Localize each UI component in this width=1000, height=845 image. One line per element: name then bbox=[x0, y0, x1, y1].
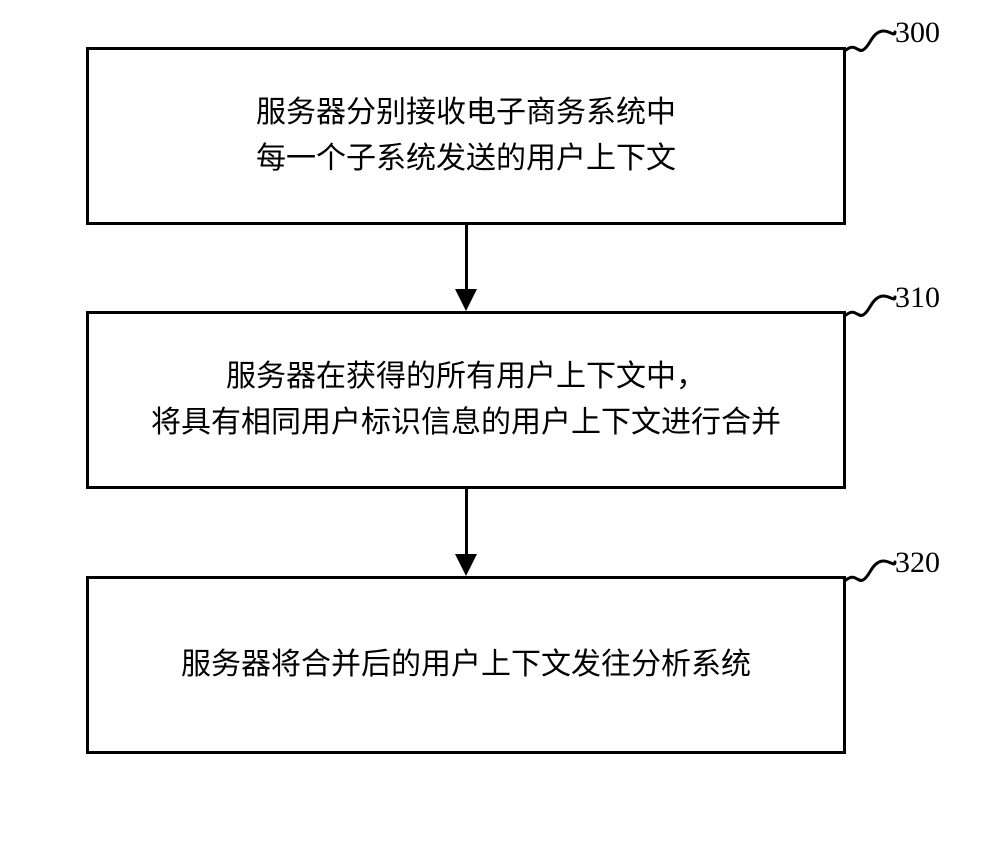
flow-arrow-head-icon bbox=[455, 554, 477, 576]
callout-squiggle bbox=[846, 554, 899, 588]
flow-step-text-line: 服务器分别接收电子商务系统中 bbox=[256, 90, 676, 137]
flow-step-text-line: 服务器将合并后的用户上下文发往分析系统 bbox=[181, 642, 751, 689]
flow-step-text-line: 每一个子系统发送的用户上下文 bbox=[256, 136, 676, 183]
step-number-label: 310 bbox=[895, 281, 940, 315]
flow-arrow bbox=[465, 225, 468, 291]
flow-step-step-310: 服务器在获得的所有用户上下文中，将具有相同用户标识信息的用户上下文进行合并 bbox=[86, 311, 846, 489]
flow-step-step-320: 服务器将合并后的用户上下文发往分析系统 bbox=[86, 576, 846, 754]
callout-squiggle bbox=[846, 24, 899, 58]
callout-squiggle bbox=[846, 289, 899, 323]
flow-step-text-line: 服务器在获得的所有用户上下文中， bbox=[226, 354, 706, 401]
flow-step-step-300: 服务器分别接收电子商务系统中每一个子系统发送的用户上下文 bbox=[86, 47, 846, 225]
flow-arrow bbox=[465, 489, 468, 556]
flow-step-text-line: 将具有相同用户标识信息的用户上下文进行合并 bbox=[151, 400, 781, 447]
flow-arrow-head-icon bbox=[455, 289, 477, 311]
step-number-label: 320 bbox=[895, 546, 940, 580]
step-number-label: 300 bbox=[895, 16, 940, 50]
